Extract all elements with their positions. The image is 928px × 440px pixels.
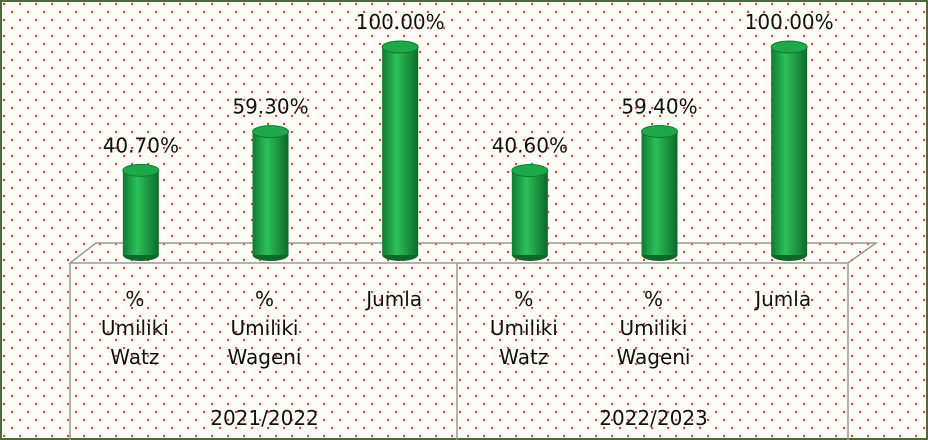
bar-top: [770, 40, 808, 54]
group-label: 2021/2022: [210, 406, 319, 430]
x-tick-label: % Umiliki Wageni: [227, 287, 302, 369]
bar-body: [122, 170, 159, 255]
bar-top: [381, 40, 419, 54]
bar-body: [252, 131, 289, 255]
bar: [381, 40, 419, 261]
bar-top: [511, 164, 549, 178]
value-label: 40.60%: [492, 134, 568, 158]
bar-body: [382, 47, 419, 255]
x-tick-label: % Umiliki Watz: [489, 287, 558, 369]
x-tick-label: % Umiliki Wageni: [616, 287, 691, 369]
bar-body: [511, 170, 548, 255]
x-tick-label: Jumla: [755, 287, 812, 311]
group-label: 2022/2023: [599, 406, 708, 430]
value-label: 59.30%: [232, 95, 308, 119]
bar-body: [771, 47, 808, 255]
bar: [770, 40, 808, 261]
bar-top: [252, 125, 289, 139]
value-label: 40.70%: [103, 133, 179, 157]
bar-top: [641, 124, 678, 138]
bar-top: [122, 163, 160, 177]
bar: [511, 164, 549, 261]
value-label: 59.40%: [621, 94, 697, 118]
x-tick-label: Jumla: [366, 287, 423, 311]
x-tick-label: % Umiliki Watz: [100, 287, 169, 369]
bar: [641, 124, 678, 261]
bar-body: [641, 131, 678, 255]
bar: [122, 163, 160, 261]
value-label: 100.00%: [745, 10, 834, 34]
floor: [67, 242, 879, 264]
bar: [252, 125, 289, 261]
value-label: 100.00%: [356, 10, 445, 34]
